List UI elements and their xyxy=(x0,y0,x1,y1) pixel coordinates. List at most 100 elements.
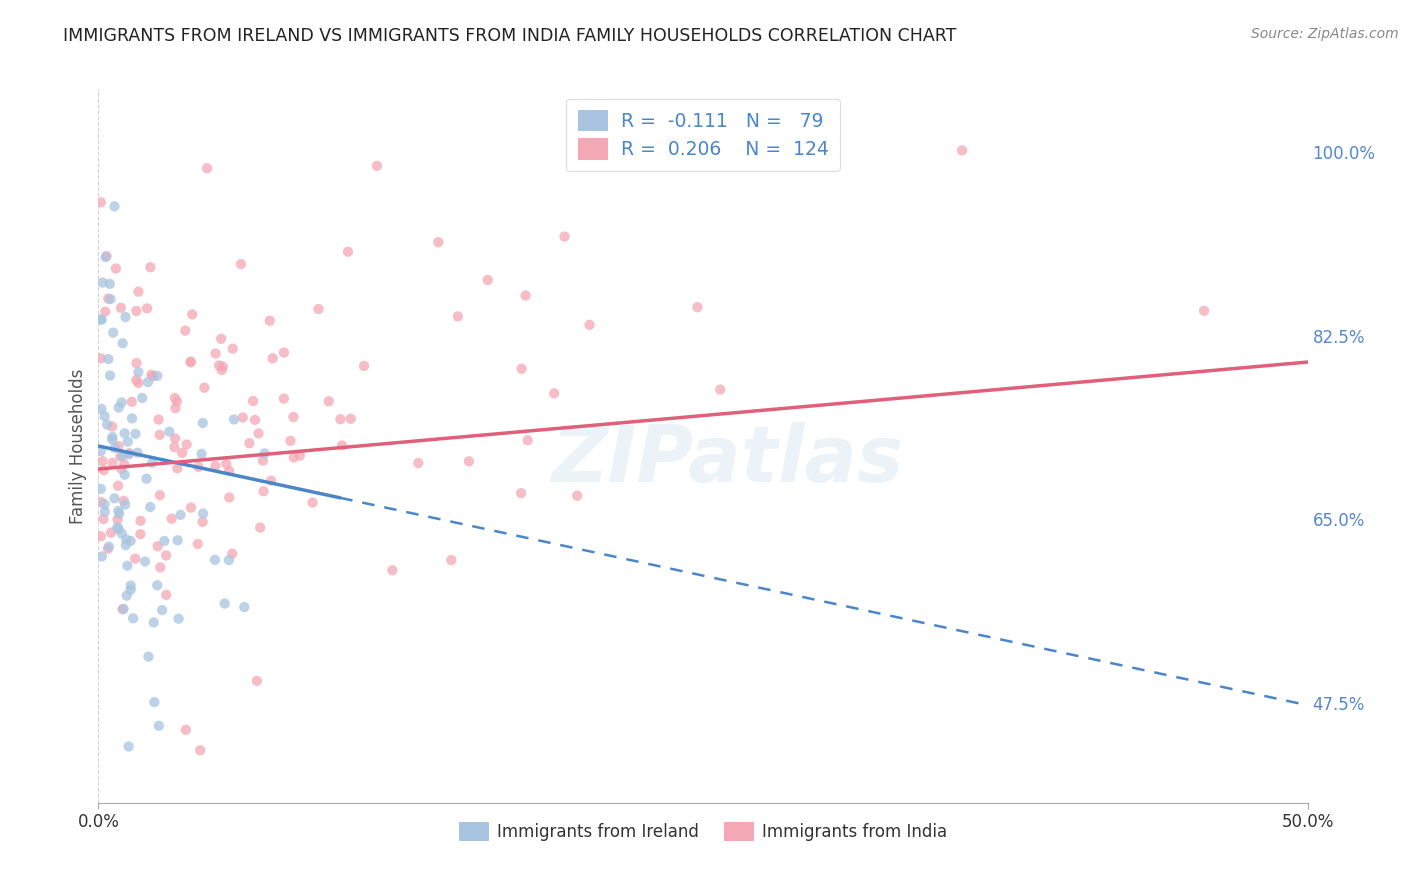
Point xyxy=(211,363,233,377)
Point xyxy=(336,244,359,259)
Point xyxy=(93,463,115,477)
Point xyxy=(117,434,139,449)
Point xyxy=(112,457,135,471)
Point xyxy=(120,533,142,548)
Point xyxy=(91,276,114,290)
Point xyxy=(181,307,204,321)
Point xyxy=(94,304,117,318)
Point xyxy=(146,539,169,553)
Point xyxy=(115,538,138,552)
Point xyxy=(91,454,114,468)
Point xyxy=(950,144,973,158)
Point xyxy=(101,433,124,447)
Point xyxy=(125,373,148,387)
Point xyxy=(193,381,215,395)
Point xyxy=(149,560,172,574)
Point xyxy=(222,412,245,426)
Point xyxy=(180,500,202,515)
Point xyxy=(103,491,125,506)
Point xyxy=(191,515,214,529)
Legend: Immigrants from Ireland, Immigrants from India: Immigrants from Ireland, Immigrants from… xyxy=(451,815,955,848)
Point xyxy=(510,486,533,500)
Point xyxy=(166,394,188,409)
Point xyxy=(150,603,173,617)
Point xyxy=(253,446,276,460)
Point xyxy=(187,537,209,551)
Point xyxy=(155,588,177,602)
Point xyxy=(155,549,177,563)
Point xyxy=(447,310,470,324)
Point xyxy=(107,479,129,493)
Y-axis label: Family Households: Family Households xyxy=(69,368,87,524)
Point xyxy=(221,547,243,561)
Point xyxy=(107,504,129,518)
Point xyxy=(121,394,143,409)
Point xyxy=(118,446,141,460)
Point xyxy=(180,355,202,369)
Point xyxy=(117,447,139,461)
Point xyxy=(510,361,533,376)
Point xyxy=(121,411,143,425)
Point xyxy=(90,312,112,326)
Point xyxy=(166,533,188,548)
Point xyxy=(252,453,274,467)
Point xyxy=(101,430,124,444)
Point xyxy=(139,260,162,275)
Point xyxy=(129,527,152,541)
Point xyxy=(97,292,120,306)
Point xyxy=(93,497,115,511)
Point xyxy=(214,597,236,611)
Point xyxy=(172,446,194,460)
Point xyxy=(458,454,481,468)
Point xyxy=(229,257,252,271)
Point xyxy=(97,541,120,556)
Point xyxy=(262,351,284,366)
Point xyxy=(114,310,136,324)
Point xyxy=(93,409,115,424)
Text: ZIPatlas: ZIPatlas xyxy=(551,422,903,499)
Point xyxy=(148,412,170,426)
Point xyxy=(129,514,152,528)
Point xyxy=(90,482,112,496)
Point xyxy=(98,368,121,383)
Point xyxy=(180,354,202,368)
Point xyxy=(146,578,169,592)
Point xyxy=(90,495,112,509)
Point xyxy=(103,199,125,213)
Point xyxy=(107,439,129,453)
Point xyxy=(259,314,281,328)
Point xyxy=(280,434,302,448)
Point xyxy=(247,426,270,441)
Point xyxy=(233,600,256,615)
Point xyxy=(111,526,134,541)
Point xyxy=(146,368,169,383)
Point xyxy=(187,459,209,474)
Point xyxy=(260,474,283,488)
Point xyxy=(112,602,135,616)
Point xyxy=(118,739,141,754)
Point xyxy=(100,292,122,306)
Point xyxy=(249,520,271,534)
Point xyxy=(111,336,134,351)
Point xyxy=(96,417,118,432)
Point xyxy=(166,461,188,475)
Point xyxy=(125,356,148,370)
Point xyxy=(174,723,197,737)
Point xyxy=(215,457,238,471)
Point xyxy=(543,386,565,401)
Point xyxy=(149,427,172,442)
Point xyxy=(104,441,127,455)
Point xyxy=(165,401,187,416)
Point xyxy=(142,615,165,630)
Point xyxy=(204,458,226,473)
Point xyxy=(100,525,122,540)
Point xyxy=(1192,303,1215,318)
Point xyxy=(243,413,266,427)
Point xyxy=(90,312,112,326)
Point xyxy=(127,376,149,390)
Point xyxy=(127,365,149,379)
Point xyxy=(124,551,146,566)
Point xyxy=(110,395,132,409)
Point xyxy=(686,300,709,314)
Point xyxy=(90,549,112,564)
